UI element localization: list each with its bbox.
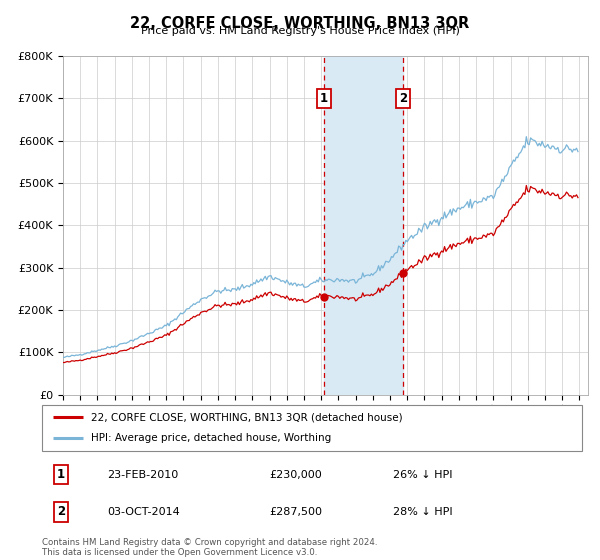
Text: 22, CORFE CLOSE, WORTHING, BN13 3QR (detached house): 22, CORFE CLOSE, WORTHING, BN13 3QR (det… [91,412,402,422]
Text: £230,000: £230,000 [269,470,322,479]
FancyBboxPatch shape [42,405,582,451]
Text: 03-OCT-2014: 03-OCT-2014 [107,507,179,517]
Text: 28% ↓ HPI: 28% ↓ HPI [393,507,452,517]
Text: 23-FEB-2010: 23-FEB-2010 [107,470,178,479]
Text: Contains HM Land Registry data © Crown copyright and database right 2024.
This d: Contains HM Land Registry data © Crown c… [42,538,377,557]
Text: £287,500: £287,500 [269,507,322,517]
Text: 1: 1 [320,92,328,105]
Text: 26% ↓ HPI: 26% ↓ HPI [393,470,452,479]
Text: 2: 2 [57,505,65,518]
Text: 1: 1 [57,468,65,481]
Bar [323,56,403,395]
Text: HPI: Average price, detached house, Worthing: HPI: Average price, detached house, Wort… [91,433,331,444]
Text: Price paid vs. HM Land Registry's House Price Index (HPI): Price paid vs. HM Land Registry's House … [140,26,460,36]
Text: 22, CORFE CLOSE, WORTHING, BN13 3QR: 22, CORFE CLOSE, WORTHING, BN13 3QR [130,16,470,31]
Text: 2: 2 [399,92,407,105]
